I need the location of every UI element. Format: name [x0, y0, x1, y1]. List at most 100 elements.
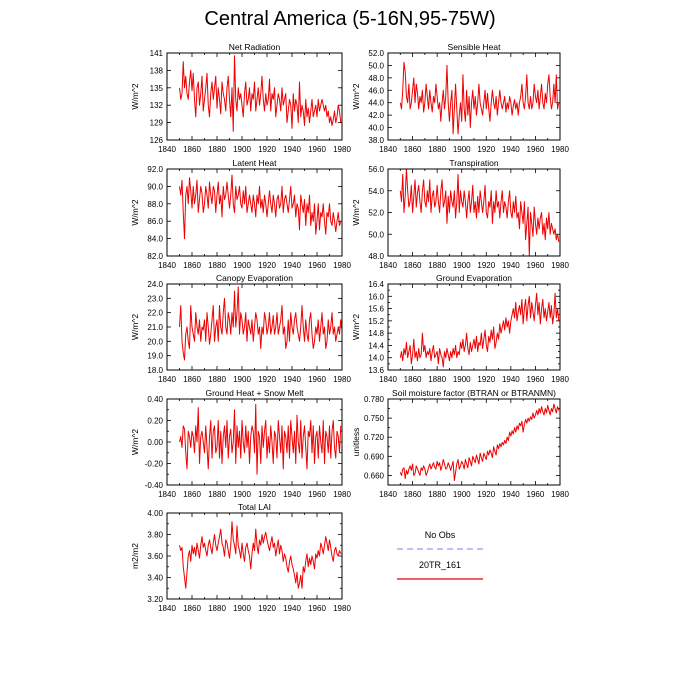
x-tick-label: 1900	[233, 375, 251, 384]
plot-frame	[166, 52, 343, 141]
panel-title: Ground Evaporation	[436, 273, 512, 283]
plot-frame	[387, 283, 561, 371]
y-tick-label: 42.0	[368, 111, 384, 120]
y-tick-label: 15.2	[368, 317, 384, 326]
x-tick-label: 1840	[158, 145, 176, 154]
y-tick-label: 22.0	[147, 309, 163, 318]
y-axis-label: W/m^2	[351, 199, 361, 225]
x-tick-label: 1920	[477, 375, 495, 384]
series-line-20tr-161	[399, 168, 560, 257]
series-line-20tr-161	[399, 61, 560, 135]
y-tick-label: 56.0	[368, 165, 384, 174]
y-tick-label: 0.00	[147, 438, 163, 447]
y-tick-label: 141	[150, 49, 164, 58]
x-tick-label: 1880	[208, 490, 226, 499]
y-tick-label: 14.0	[368, 354, 384, 363]
y-axis-label: W/m^2	[130, 429, 140, 455]
plot-frame	[166, 398, 343, 486]
y-tick-label: 132	[150, 101, 164, 110]
y-tick-label: 92.0	[147, 165, 163, 174]
x-tick-label: 1960	[527, 375, 545, 384]
panel-title: Total LAI	[238, 502, 271, 512]
panel-title: Sensible Heat	[448, 42, 502, 52]
x-tick-label: 1980	[551, 375, 569, 384]
y-axis-label: W/m^2	[130, 314, 140, 340]
y-tick-label: 82.0	[147, 252, 163, 261]
x-tick-label: 1900	[453, 490, 471, 499]
y-tick-label: 0.780	[364, 395, 385, 404]
y-tick-label: 88.0	[147, 200, 163, 209]
y-tick-label: 54.0	[368, 187, 384, 196]
y-tick-label: 40.0	[368, 124, 384, 133]
y-tick-label: 23.0	[147, 294, 163, 303]
plot-frame	[166, 283, 343, 371]
x-tick-label: 1880	[208, 375, 226, 384]
panel-title: Latent Heat	[233, 158, 278, 168]
legend-label-no-obs: No Obs	[424, 530, 456, 540]
y-tick-label: 3.80	[147, 531, 163, 540]
x-tick-label: 1840	[379, 261, 397, 270]
x-tick-label: 1900	[233, 490, 251, 499]
y-tick-label: -0.40	[145, 481, 164, 490]
x-tick-label: 1860	[404, 375, 422, 384]
x-tick-label: 1940	[502, 145, 520, 154]
x-tick-label: 1980	[333, 604, 351, 613]
plot-frame	[387, 52, 561, 141]
x-tick-label: 1880	[208, 145, 226, 154]
x-tick-label: 1880	[428, 490, 446, 499]
x-tick-label: 1880	[428, 145, 446, 154]
x-tick-label: 1860	[404, 261, 422, 270]
y-tick-label: 0.660	[364, 471, 385, 480]
y-tick-label: 126	[150, 136, 164, 145]
x-tick-label: 1900	[453, 261, 471, 270]
y-tick-label: 129	[150, 119, 164, 128]
y-tick-label: 90.0	[147, 182, 163, 191]
panel-title: Soil moisture factor (BTRAN or BTRANMN)	[392, 388, 556, 398]
x-tick-label: 1960	[308, 375, 326, 384]
y-tick-label: 21.0	[147, 323, 163, 332]
y-tick-label: 0.750	[364, 414, 385, 423]
y-tick-label: 3.40	[147, 574, 163, 583]
y-tick-label: 13.6	[368, 366, 384, 375]
y-tick-label: 16.0	[368, 292, 384, 301]
panel-4: Transpiration 1840 1860 1880 1900 1920 1940 196…	[351, 158, 569, 270]
y-tick-label: 15.6	[368, 305, 384, 314]
series-line-20tr-161	[179, 521, 342, 589]
x-tick-label: 1840	[158, 604, 176, 613]
y-tick-label: 0.690	[364, 452, 385, 461]
y-tick-label: 3.20	[147, 595, 163, 604]
x-tick-label: 1920	[258, 375, 276, 384]
x-tick-label: 1860	[183, 490, 201, 499]
x-tick-label: 1920	[258, 490, 276, 499]
x-tick-label: 1980	[333, 145, 351, 154]
x-tick-label: 1900	[233, 604, 251, 613]
panel-title: Net Radiation	[229, 42, 281, 52]
x-tick-label: 1940	[283, 145, 301, 154]
x-tick-label: 1840	[158, 261, 176, 270]
x-tick-label: 1920	[477, 490, 495, 499]
x-tick-label: 1960	[308, 604, 326, 613]
panel-5: Canopy Evaporation 1840 1860 1880 1900 1920 19…	[130, 273, 351, 384]
plot-frame	[166, 512, 343, 600]
y-tick-label: -0.20	[145, 460, 164, 469]
panel-1: Net Radiation 1840 1860 1880 1900 1920 1940 196…	[130, 42, 351, 154]
panel-7: Ground Heat + Snow Melt 1840 1860 1880 1900 1…	[130, 388, 351, 499]
y-tick-label: 50.0	[368, 61, 384, 70]
legend-line-no-obs	[397, 548, 483, 550]
x-tick-label: 1980	[333, 375, 351, 384]
panel-9: Total LAI 1840 1860 1880 1900 1920 1940 1960 198…	[130, 502, 351, 613]
series-line-20tr-161	[179, 55, 342, 132]
y-tick-label: 0.40	[147, 395, 163, 404]
x-tick-label: 1900	[233, 145, 251, 154]
x-tick-label: 1920	[258, 261, 276, 270]
x-tick-label: 1940	[283, 490, 301, 499]
series-line-20tr-161	[399, 292, 560, 368]
y-tick-label: 0.20	[147, 417, 163, 426]
y-axis-label: W/m^2	[351, 83, 361, 109]
panel-8: Soil moisture factor (BTRAN or BTRANMN) 1…	[351, 388, 569, 499]
panel-3: Latent Heat 1840 1860 1880 1900 1920 1940 1960 1…	[130, 158, 351, 270]
x-tick-label: 1880	[208, 604, 226, 613]
x-tick-label: 1980	[551, 145, 569, 154]
x-tick-label: 1920	[477, 145, 495, 154]
x-tick-label: 1980	[551, 261, 569, 270]
